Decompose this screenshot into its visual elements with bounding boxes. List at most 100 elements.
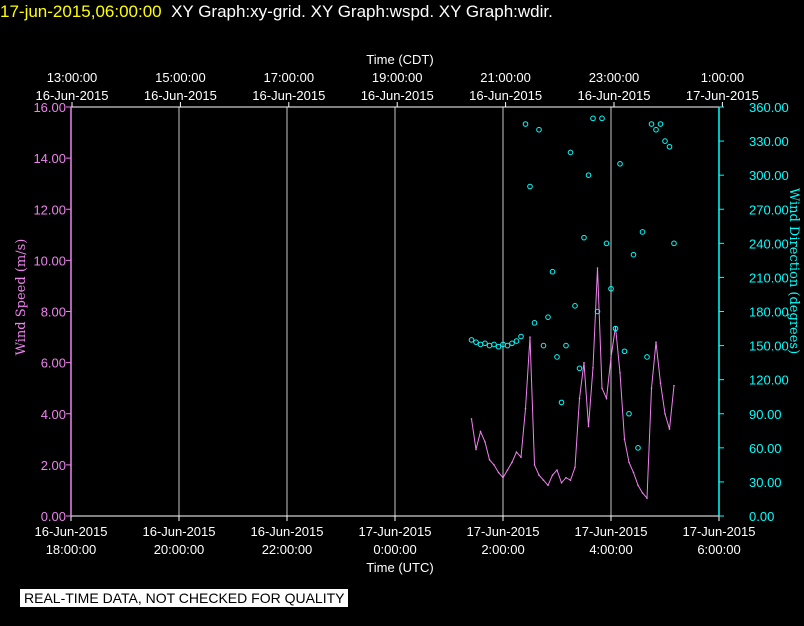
left-axis-label: Wind Speed (m/s) (14, 239, 29, 356)
wind-speed-point (574, 466, 576, 469)
top-tick-time: 17:00:00 (263, 70, 314, 85)
bottom-tick-time: 22:00:00 (262, 542, 313, 557)
wind-direction-point (486, 342, 493, 349)
wind-speed-point (623, 438, 626, 441)
top-tick-time: 15:00:00 (155, 70, 206, 85)
wind-direction-point (527, 183, 533, 190)
wind-direction-point (536, 126, 542, 133)
quality-notice: REAL-TIME DATA, NOT CHECKED FOR QUALITY (20, 589, 349, 607)
wind-speed-point (587, 425, 590, 428)
wind-direction-point (594, 308, 601, 315)
grid-lines (178, 107, 612, 516)
wind-speed-point (619, 372, 621, 374)
bottom-tick-time: 2:00:00 (481, 542, 524, 557)
wind-direction-point (576, 365, 583, 372)
right-tick-label: 30.00 (749, 475, 782, 490)
wind-direction-point (504, 342, 511, 349)
bottom-tick-date: 16-Jun-2015 (35, 524, 108, 539)
wind-direction-point (671, 240, 677, 247)
wind-speed-point (533, 464, 536, 466)
top-tick-date: 16-Jun-2015 (469, 88, 542, 103)
wind-speed-series (470, 267, 675, 500)
top-tick-time: 13:00:00 (47, 70, 98, 85)
wind-speed-point (506, 469, 509, 471)
wind-direction-point (513, 338, 520, 344)
right-tick-label: 180.00 (749, 305, 789, 320)
wind-direction-point (554, 354, 560, 360)
wind-direction-point (666, 143, 673, 150)
wind-speed-point (641, 492, 644, 494)
left-tick-label: 4.00 (41, 407, 66, 422)
right-tick-label: 300.00 (749, 168, 789, 183)
chart-title: 17-jun-2015,06:00:00 XY Graph:xy-grid. X… (0, 0, 553, 24)
wind-direction-point (621, 348, 628, 355)
wind-direction-point (482, 340, 488, 347)
wind-direction-point (558, 399, 565, 406)
wind-speed-point (515, 451, 518, 453)
wind-speed-point (673, 384, 675, 387)
wind-speed-point (578, 397, 581, 400)
wind-speed-point (659, 382, 662, 384)
bottom-tick-date: 16-Jun-2015 (143, 524, 216, 539)
wind-direction-point (657, 121, 664, 127)
right-tick-label: 210.00 (749, 270, 789, 285)
wind-speed-point (569, 479, 572, 482)
wind-speed-point (592, 366, 594, 369)
left-tick-label: 6.00 (41, 356, 66, 371)
wind-speed-point (547, 484, 549, 487)
wind-direction-point (509, 340, 515, 347)
wind-direction-series (468, 115, 677, 451)
wind-direction-point (477, 341, 484, 348)
wind-speed-point (529, 336, 531, 338)
wind-speed-point (632, 471, 635, 474)
wind-direction-point (491, 341, 497, 348)
wind-direction-point (473, 339, 479, 345)
wind-direction-point (653, 126, 659, 133)
left-tick-label: 14.00 (33, 151, 66, 166)
wind-speed-point (664, 412, 666, 415)
wind-speed-line (471, 267, 675, 500)
bottom-tick-date: 17-Jun-2015 (683, 524, 756, 539)
wind-speed-point (511, 461, 513, 464)
top-tick-date: 16-Jun-2015 (144, 88, 217, 103)
top-tick-date: 16-Jun-2015 (252, 88, 325, 103)
bottom-tick-date: 17-Jun-2015 (359, 524, 432, 539)
left-tick-label: 12.00 (33, 202, 66, 217)
wind-speed-point (646, 497, 648, 499)
left-tick-label: 2.00 (41, 458, 66, 473)
wind-speed-point (655, 341, 657, 343)
right-tick-label: 270.00 (749, 202, 789, 217)
right-tick-label: 240.00 (749, 236, 789, 251)
bottom-tick-time: 18:00:00 (46, 542, 97, 557)
right-axis-label: Wind Direction (degrees) (786, 188, 801, 354)
wind-direction-point (644, 354, 650, 360)
wind-direction-point (648, 121, 655, 127)
wind-direction-point (522, 121, 529, 127)
wind-speed-point (650, 387, 653, 389)
left-tick-label: 10.00 (33, 253, 66, 268)
wind-direction-point (540, 342, 547, 349)
wind-direction-point (635, 445, 641, 451)
top-tick-time: 21:00:00 (480, 70, 531, 85)
top-tick-date: 16-Jun-2015 (361, 88, 434, 103)
wind-speed-point (583, 361, 585, 364)
wind-speed-point (668, 428, 671, 430)
top-tick-time: 19:00:00 (372, 70, 423, 85)
wind-speed-point (628, 461, 630, 464)
wind-speed-point (479, 430, 482, 433)
wind-speed-point (596, 267, 599, 269)
top-axis-label: Time (CDT) (366, 52, 433, 67)
wind-direction-point (563, 342, 569, 349)
wind-speed-point (601, 387, 603, 389)
wind-speed-point (488, 458, 491, 461)
right-tick-label: 330.00 (749, 134, 789, 149)
wind-direction-point (590, 115, 596, 122)
wind-direction-point (567, 149, 574, 156)
right-tick-label: 90.00 (749, 407, 782, 422)
wind-speed-point (560, 481, 563, 484)
top-tick-time: 1:00:00 (701, 70, 744, 85)
wind-direction-point (626, 410, 632, 417)
wind-speed-point (565, 476, 567, 479)
wind-direction-point (572, 303, 578, 309)
